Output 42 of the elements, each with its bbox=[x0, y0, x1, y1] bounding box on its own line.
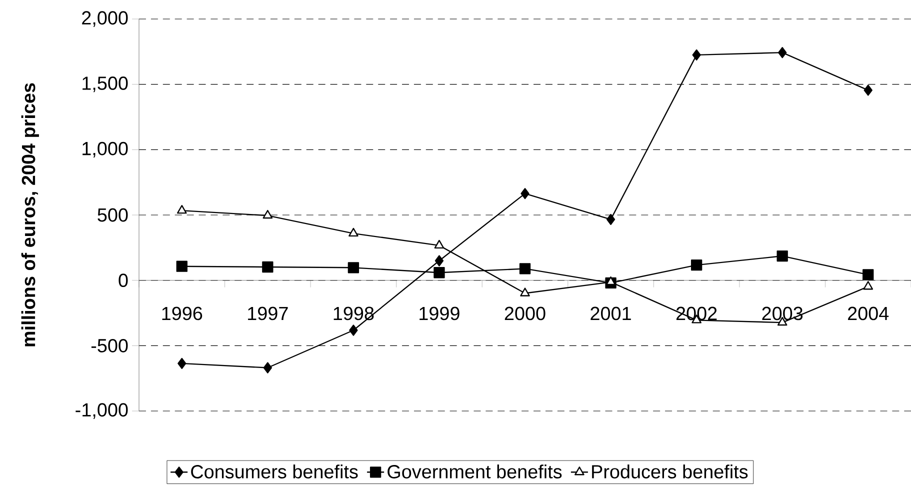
point bbox=[434, 255, 444, 266]
x-tick-label: 2001 bbox=[590, 306, 631, 320]
point bbox=[520, 188, 530, 200]
point bbox=[778, 47, 787, 58]
point bbox=[862, 269, 874, 280]
x-tick-label: 2000 bbox=[504, 306, 546, 320]
y-tick-label: 1,500 bbox=[82, 76, 128, 92]
point bbox=[349, 324, 358, 336]
point bbox=[178, 358, 186, 370]
y-tick-label: 500 bbox=[98, 208, 128, 222]
point bbox=[348, 228, 358, 237]
legend-label: Government benefits bbox=[388, 464, 562, 478]
point bbox=[520, 288, 530, 296]
point bbox=[434, 240, 444, 249]
point bbox=[519, 263, 531, 274]
point bbox=[606, 214, 616, 226]
x-tick-label: 2004 bbox=[848, 306, 889, 320]
y-tick-label: 2,000 bbox=[82, 11, 128, 27]
point bbox=[348, 262, 360, 274]
y-axis-title: millions of euros, 2004 prices bbox=[21, 83, 39, 346]
x-tick-label: 1996 bbox=[162, 306, 202, 320]
point bbox=[776, 250, 788, 262]
point bbox=[263, 362, 272, 374]
point bbox=[176, 204, 187, 214]
point bbox=[434, 267, 445, 278]
y-tick-label: -500 bbox=[91, 338, 128, 352]
legend-label: Consumers benefits bbox=[191, 464, 358, 478]
point bbox=[692, 49, 701, 61]
y-tick-label: 0 bbox=[118, 274, 128, 288]
y-tick-label: 1,000 bbox=[82, 142, 128, 158]
point bbox=[262, 210, 273, 219]
point bbox=[864, 84, 872, 96]
x-tick-label: 1997 bbox=[248, 306, 288, 320]
point bbox=[690, 259, 702, 271]
point bbox=[863, 281, 874, 290]
point bbox=[176, 260, 188, 272]
x-tick-label: 1998 bbox=[334, 306, 374, 320]
legend-label: Producers benefits bbox=[592, 464, 748, 478]
x-tick-label: 2003 bbox=[762, 306, 803, 320]
x-tick-label: 1999 bbox=[420, 306, 460, 320]
y-tick-label: -1,000 bbox=[76, 403, 128, 419]
point bbox=[262, 261, 274, 273]
